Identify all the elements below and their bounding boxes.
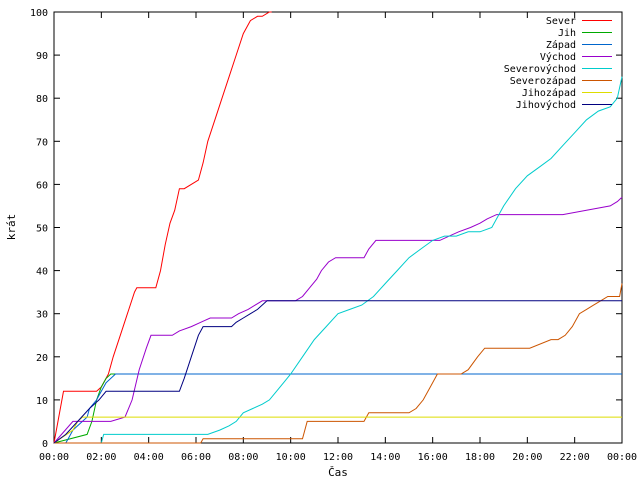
y-tick-label: 0 xyxy=(42,439,48,450)
x-tick-label: 18:00 xyxy=(465,452,495,463)
y-tick-label: 100 xyxy=(30,8,48,19)
series-line-jih xyxy=(53,373,622,444)
y-tick-label: 10 xyxy=(36,396,48,407)
legend-label: Severovýchod xyxy=(504,63,576,75)
y-axis-title: krát xyxy=(5,214,18,241)
series-line-sever xyxy=(53,11,272,444)
y-tick-label: 40 xyxy=(36,267,48,278)
y-tick-label: 70 xyxy=(36,137,48,148)
legend-label: Sever xyxy=(546,16,576,27)
y-tick-label: 80 xyxy=(36,94,48,105)
x-tick-label: 12:00 xyxy=(323,452,353,463)
y-tick-label: 50 xyxy=(36,224,48,235)
legend-label: Jihozápad xyxy=(522,87,576,99)
x-tick-label: 04:00 xyxy=(134,452,164,463)
x-axis-title: Čas xyxy=(328,466,348,479)
x-tick-label: 08:00 xyxy=(228,452,258,463)
series-line-východ xyxy=(53,196,623,444)
series-line-severovýchod xyxy=(54,76,623,444)
series-lines xyxy=(53,11,623,444)
x-tick-label: 00:00 xyxy=(39,452,69,463)
x-tick-label: 02:00 xyxy=(86,452,116,463)
series-line-jihovýchod xyxy=(53,300,622,444)
legend-label: Jih xyxy=(558,28,576,39)
x-tick-label: 20:00 xyxy=(512,452,542,463)
legend-label: Severozápad xyxy=(510,75,576,87)
x-tick-label: 00:00 xyxy=(607,452,637,463)
x-tick-label: 16:00 xyxy=(418,452,448,463)
x-tick-label: 06:00 xyxy=(181,452,211,463)
legend: SeverJihZápadVýchodSeverovýchodSeverozáp… xyxy=(504,16,612,111)
legend-label: Západ xyxy=(546,39,576,51)
legend-label: Východ xyxy=(540,51,576,63)
axes: 0 10 20 30 40 50 60 70 80 90 100 00:00 02:00 04:00 06:… xyxy=(30,8,637,463)
x-tick-label: 10:00 xyxy=(276,452,306,463)
x-tick-label: 22:00 xyxy=(560,452,590,463)
series-line-severozápad xyxy=(54,283,623,444)
y-tick-label: 90 xyxy=(36,51,48,62)
series-line-západ xyxy=(54,373,622,444)
y-tick-label: 20 xyxy=(36,353,48,364)
y-tick-label: 60 xyxy=(36,180,48,191)
y-tick-label: 30 xyxy=(36,310,48,321)
x-tick-label: 14:00 xyxy=(370,452,400,463)
legend-label: Jihovýchod xyxy=(516,99,576,111)
